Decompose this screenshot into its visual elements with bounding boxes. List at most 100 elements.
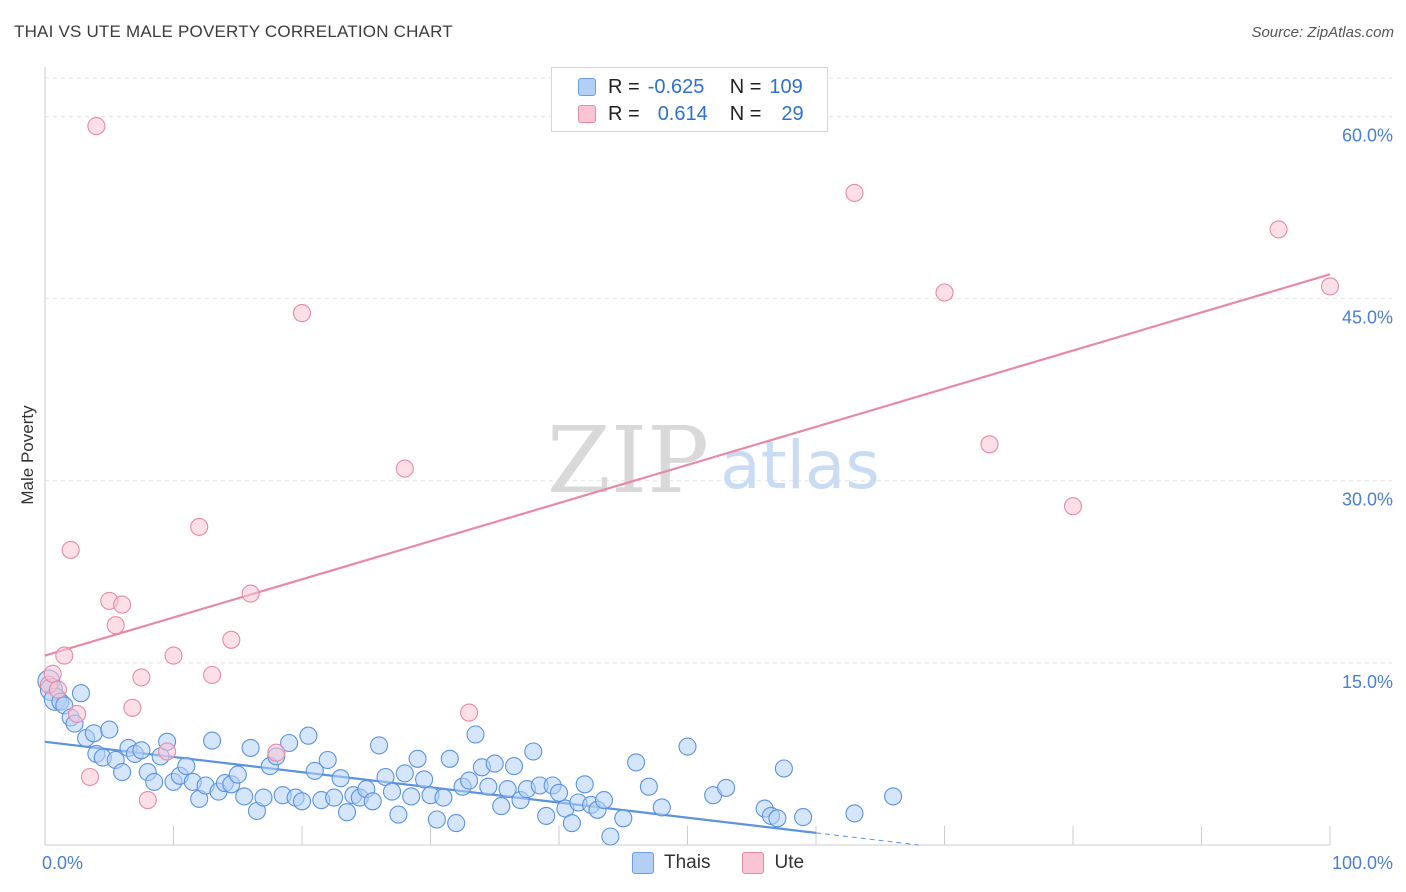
- legend-row-thais: R = -0.625 N = 109: [552, 74, 803, 100]
- thais-point: [884, 787, 903, 806]
- legend-swatch-thais: [578, 78, 596, 96]
- thais-point: [498, 780, 517, 799]
- thais-point: [145, 772, 164, 791]
- legend-n-value: 29: [781, 102, 804, 125]
- thais-point: [845, 804, 864, 823]
- chart-title: THAI VS UTE MALE POVERTY CORRELATION CHA…: [14, 22, 453, 41]
- thais-point: [113, 763, 132, 782]
- ute-point: [222, 630, 241, 649]
- thais-point: [549, 783, 569, 802]
- thais-trendline-extension: [815, 832, 919, 846]
- thais-point: [537, 806, 556, 825]
- thais-point: [363, 792, 382, 811]
- thais-point: [100, 720, 119, 739]
- thais-point: [318, 750, 337, 770]
- legend-swatch-ute: [578, 105, 596, 123]
- watermark-zip: ZIP: [547, 407, 709, 514]
- thais-point: [382, 782, 402, 801]
- ute-point: [1269, 220, 1288, 239]
- thais-point: [132, 741, 151, 760]
- thais-point: [524, 742, 543, 761]
- ute-point: [80, 767, 100, 787]
- thais-point: [485, 754, 504, 773]
- thais-point: [331, 769, 350, 788]
- ute-point: [1320, 277, 1340, 296]
- thais-swatch: [632, 852, 654, 874]
- legend-n-value: 109: [769, 75, 803, 98]
- thais-point: [774, 759, 793, 778]
- thais-point: [434, 788, 453, 807]
- thais-point: [292, 792, 312, 811]
- ute-point: [203, 665, 222, 685]
- thais-point: [460, 771, 479, 790]
- thais-point: [652, 798, 671, 817]
- legend-n-label: N =: [729, 75, 762, 98]
- x-tick-label: 0.0%: [42, 853, 83, 873]
- thais-point: [235, 787, 254, 806]
- ute-point: [138, 791, 157, 810]
- thais-point: [408, 749, 427, 768]
- ute-point: [935, 283, 954, 302]
- y-tick-label: 60.0%: [1342, 125, 1393, 145]
- legend-r-label: R =: [608, 75, 640, 98]
- thais-point: [614, 809, 633, 828]
- ute-point: [87, 117, 106, 136]
- thais-point: [440, 749, 459, 768]
- thais-point: [370, 736, 389, 755]
- thais-point: [305, 761, 324, 780]
- ute-trendline: [44, 273, 1331, 657]
- ute-swatch: [742, 852, 765, 874]
- x-tick-label: 100.0%: [1332, 853, 1393, 873]
- thais-point: [71, 684, 91, 703]
- thais-point: [325, 788, 344, 807]
- ute-point: [1063, 497, 1083, 516]
- thais-label: Thais: [664, 852, 711, 873]
- ute-point: [113, 595, 132, 614]
- thais-point: [203, 731, 222, 750]
- ute-point: [980, 435, 999, 454]
- thais-point: [601, 827, 620, 846]
- ute-point: [460, 703, 479, 722]
- thais-point: [492, 797, 511, 816]
- y-tick-label: 15.0%: [1342, 672, 1393, 692]
- series-legend-ute[interactable]: Ute: [742, 852, 804, 874]
- thais-point: [280, 733, 299, 753]
- correlation-legend: R = -0.625 N = 109 R = 0.614 N = 29: [551, 67, 828, 132]
- thais-point: [562, 814, 581, 833]
- legend-r-value: 0.614: [657, 102, 708, 125]
- thais-point: [447, 814, 466, 833]
- thais-point: [768, 809, 787, 828]
- thais-point: [84, 724, 103, 743]
- thais-point: [639, 777, 658, 796]
- series-legend-thais[interactable]: Thais: [632, 852, 710, 874]
- thais-point: [402, 787, 421, 806]
- ute-point: [164, 646, 183, 665]
- y-tick-label: 45.0%: [1342, 308, 1393, 328]
- legend-r-value: -0.625: [647, 75, 705, 98]
- ute-point: [48, 680, 67, 699]
- series-legend: Thais Ute: [632, 852, 836, 874]
- thais-point: [395, 764, 414, 783]
- thais-point: [241, 738, 260, 757]
- thais-point: [575, 775, 594, 794]
- y-axis-label: Male Poverty: [18, 405, 37, 505]
- ute-point: [158, 742, 177, 761]
- ute-point: [55, 646, 74, 665]
- ute-point: [106, 616, 125, 635]
- thais-point: [479, 777, 498, 796]
- thais-point: [177, 757, 196, 776]
- ute-point: [132, 668, 151, 687]
- thais-point: [389, 805, 408, 824]
- thais-point: [466, 725, 485, 744]
- ute-point: [241, 584, 260, 603]
- thais-point: [794, 808, 813, 827]
- ute-point: [61, 540, 80, 559]
- thais-point: [415, 770, 434, 789]
- ute-point: [68, 704, 87, 723]
- source-label: Source: ZipAtlas.com: [1251, 24, 1394, 41]
- thais-point: [254, 788, 273, 807]
- watermark-atlas: atlas: [720, 427, 880, 504]
- ute-point: [190, 517, 209, 536]
- legend-r-label: R =: [608, 102, 640, 125]
